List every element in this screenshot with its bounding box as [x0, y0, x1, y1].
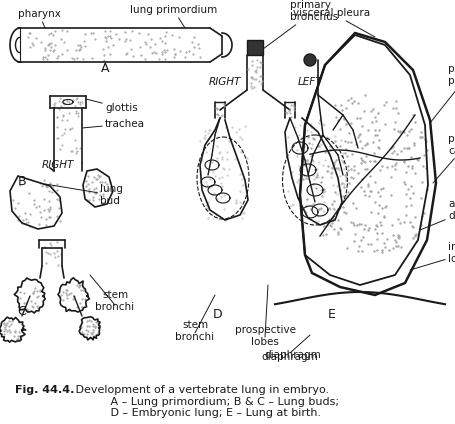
Text: inferior
lobe: inferior lobe: [410, 242, 455, 270]
Text: pleural
cavity: pleural cavity: [433, 134, 455, 183]
Text: C: C: [18, 305, 26, 318]
Text: Fig. 44.4.: Fig. 44.4.: [15, 385, 74, 395]
Bar: [247, 40, 263, 55]
Text: lung primordium: lung primordium: [130, 5, 217, 28]
Text: A: A: [101, 62, 109, 75]
Text: D: D: [213, 308, 223, 321]
Text: stem
bronchi: stem bronchi: [176, 321, 215, 342]
Text: glottis: glottis: [86, 99, 138, 113]
Text: diaphragm: diaphragm: [262, 352, 318, 362]
Text: B: B: [18, 175, 26, 188]
Text: pharynx: pharynx: [18, 9, 61, 28]
Text: primary
bronchus: primary bronchus: [263, 0, 338, 49]
Text: parietal
pleura: parietal pleura: [430, 64, 455, 123]
Text: E: E: [328, 308, 336, 321]
Text: trachea: trachea: [82, 119, 145, 129]
Text: visceral pleura: visceral pleura: [293, 8, 375, 37]
Text: prospective
lobes: prospective lobes: [234, 325, 295, 347]
Text: Development of a vertebrate lung in embryo.
           A – Lung primordium; B & : Development of a vertebrate lung in embr…: [72, 385, 339, 418]
Circle shape: [304, 54, 316, 66]
Text: RIGHT: RIGHT: [209, 77, 241, 87]
Text: stem
bronchi: stem bronchi: [96, 290, 135, 312]
Text: LEFT: LEFT: [298, 77, 322, 87]
Text: RIGHT: RIGHT: [42, 160, 74, 170]
Text: lung
bud: lung bud: [45, 184, 123, 206]
Text: diaphragm: diaphragm: [265, 350, 321, 360]
Text: alveolar
duct: alveolar duct: [420, 199, 455, 230]
